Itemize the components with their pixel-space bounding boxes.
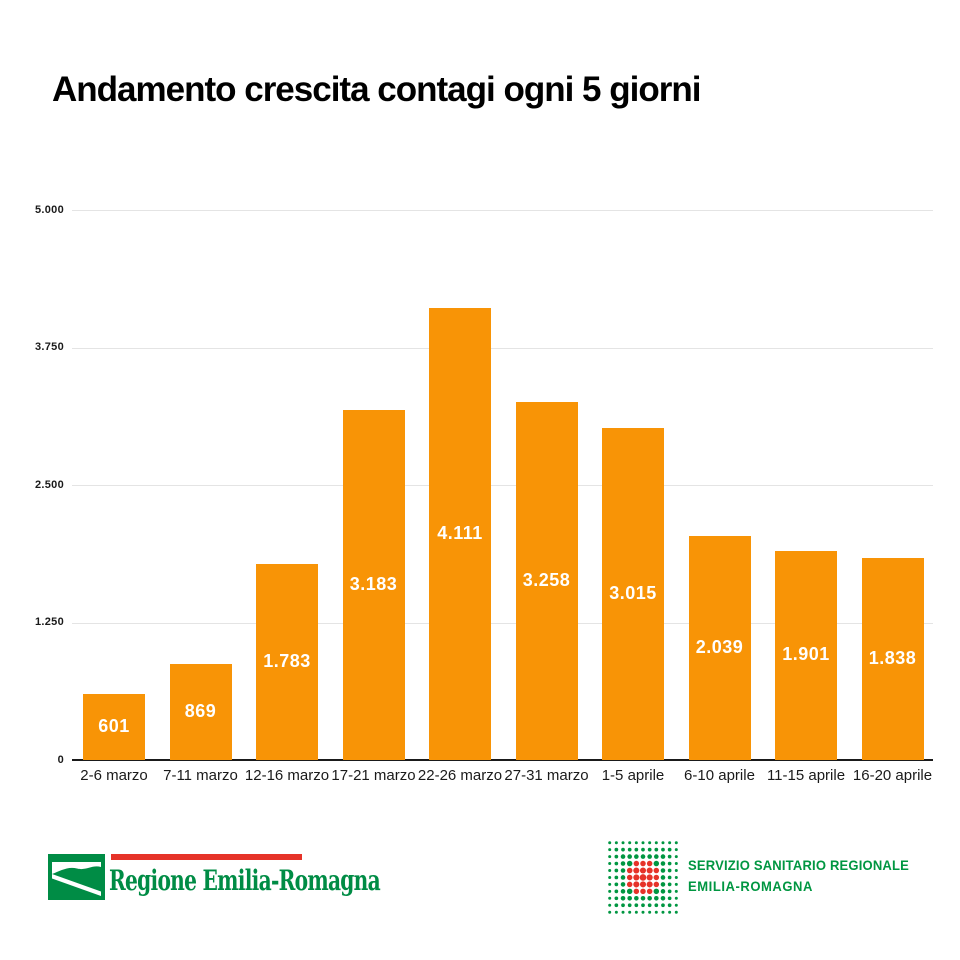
y-tick-label: 1.250 bbox=[34, 616, 64, 628]
gridline bbox=[72, 622, 933, 624]
bar bbox=[256, 563, 318, 760]
bar-value-label: 601 bbox=[98, 715, 130, 736]
bar bbox=[602, 428, 664, 760]
bar-value-label: 4.111 bbox=[437, 522, 483, 543]
x-tick-label: 27-31 marzo bbox=[504, 767, 589, 784]
ssr-logo-text: SERVIZIO SANITARIO REGIONALE EMILIA-ROMA… bbox=[688, 858, 909, 893]
x-tick-label: 16-20 aprile bbox=[852, 767, 933, 784]
bar bbox=[342, 409, 405, 760]
regione-logo-wordmark: Regione Emilia-Romagna bbox=[109, 864, 381, 897]
bar-value-label: 1.783 bbox=[263, 650, 311, 671]
bar bbox=[861, 557, 924, 760]
ssr-dot-grid-icon bbox=[608, 841, 678, 914]
x-tick-label: 1-5 aprile bbox=[601, 767, 665, 784]
bar bbox=[688, 535, 751, 760]
x-axis-line bbox=[72, 759, 933, 761]
x-tick-label: 17-21 marzo bbox=[331, 767, 416, 784]
bar-value-label: 3.258 bbox=[522, 569, 571, 590]
bar bbox=[169, 664, 232, 760]
y-tick-label: 2.500 bbox=[34, 478, 64, 491]
x-tick-label: 2-6 marzo bbox=[80, 767, 148, 784]
regione-logo-red-bar bbox=[111, 854, 302, 860]
bar-value-label: 1.901 bbox=[782, 644, 830, 665]
bar-value-label: 3.183 bbox=[349, 573, 398, 594]
gridline bbox=[72, 210, 933, 211]
y-tick-label: 3.750 bbox=[34, 341, 64, 353]
bar-value-label: 2.039 bbox=[695, 636, 744, 657]
y-tick-label: 0 bbox=[57, 753, 64, 766]
bar bbox=[515, 401, 578, 760]
gridline bbox=[72, 347, 933, 349]
x-tick-label: 22-26 marzo bbox=[417, 767, 503, 784]
chart-title: Andamento crescita contagi ogni 5 giorni bbox=[52, 70, 701, 109]
gridline bbox=[72, 485, 933, 486]
bar-value-label: 869 bbox=[184, 701, 217, 722]
bar bbox=[429, 307, 491, 760]
bar bbox=[83, 693, 145, 760]
bar bbox=[775, 550, 837, 760]
x-tick-label: 11-15 aprile bbox=[766, 767, 846, 784]
y-tick-label: 5.000 bbox=[34, 203, 64, 216]
x-tick-label: 7-11 marzo bbox=[163, 767, 238, 784]
bar-value-label: 1.838 bbox=[868, 647, 917, 668]
x-tick-label: 6-10 aprile bbox=[684, 767, 755, 784]
x-tick-label: 12-16 marzo bbox=[244, 767, 330, 784]
regione-emilia-romagna-logo-icon bbox=[48, 854, 105, 900]
bar-value-label: 3.015 bbox=[609, 583, 657, 604]
ssr-text-line1: SERVIZIO SANITARIO REGIONALE bbox=[688, 857, 910, 873]
ssr-text-line2: EMILIA-ROMAGNA bbox=[688, 878, 813, 894]
